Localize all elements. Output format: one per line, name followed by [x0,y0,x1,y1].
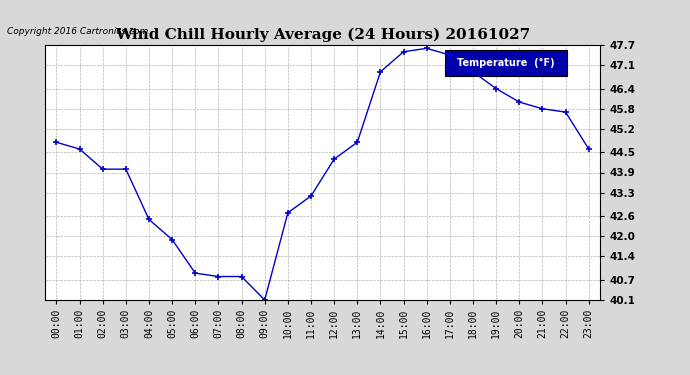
FancyBboxPatch shape [445,50,567,76]
Title: Wind Chill Hourly Average (24 Hours) 20161027: Wind Chill Hourly Average (24 Hours) 201… [115,28,530,42]
Text: Temperature  (°F): Temperature (°F) [457,58,555,68]
Text: Copyright 2016 Cartronics.com: Copyright 2016 Cartronics.com [7,27,148,36]
